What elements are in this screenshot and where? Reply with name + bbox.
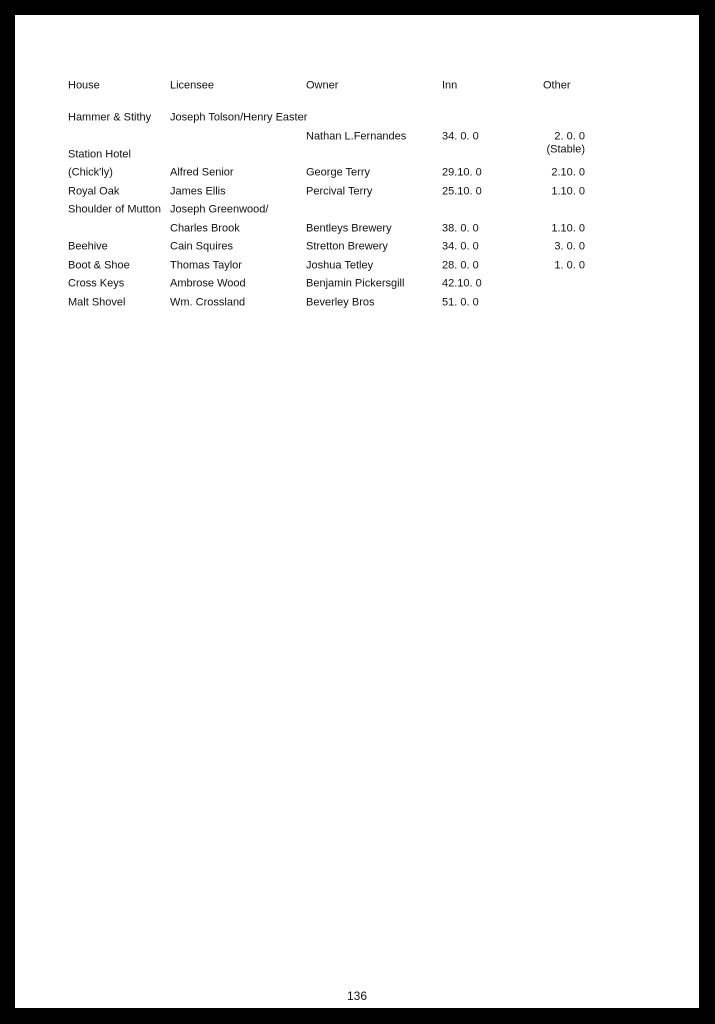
- cell-licensee: Thomas Taylor: [170, 259, 242, 272]
- cell-licensee: Charles Brook: [170, 222, 240, 235]
- cell-other: 2. 0. 0: [554, 130, 585, 143]
- cell-owner: Nathan L.Fernandes: [306, 130, 407, 143]
- cell-inn: 28. 0. 0: [442, 259, 479, 272]
- cell-house: Cross Keys: [68, 277, 125, 290]
- cell-house: Hammer & Stithy: [68, 111, 152, 124]
- cell-owner: George Terry: [306, 166, 370, 179]
- cell-licensee: Alfred Senior: [170, 166, 234, 179]
- cell-licensee: Wm. Crossland: [170, 296, 246, 309]
- cell-licensee: James Ellis: [170, 185, 226, 198]
- cell-owner: Percival Terry: [306, 185, 373, 198]
- document-page: House Licensee Owner Inn Other Hammer & …: [15, 15, 699, 1008]
- header-inn: Inn: [442, 79, 458, 92]
- cell-licensee: Cain Squires: [170, 240, 233, 253]
- cell-other: 3. 0. 0: [554, 240, 585, 253]
- cell-other: (Stable): [546, 143, 585, 156]
- cell-owner: Beverley Bros: [306, 296, 375, 309]
- cell-owner: Stretton Brewery: [306, 240, 388, 253]
- cell-licensee: Ambrose Wood: [170, 277, 246, 290]
- cell-inn: 38. 0. 0: [442, 222, 479, 235]
- cell-other: 1.10. 0: [551, 222, 585, 235]
- cell-house: Boot & Shoe: [68, 259, 130, 272]
- cell-other: 1.10. 0: [551, 185, 585, 198]
- cell-licensee: Joseph Greenwood/: [170, 203, 269, 216]
- header-other: Other: [543, 79, 571, 92]
- cell-other: 2.10. 0: [551, 166, 585, 179]
- header-house: House: [68, 79, 100, 92]
- page-number: 136: [346, 989, 368, 1003]
- cell-inn: 42.10. 0: [442, 277, 482, 290]
- cell-licensee: Joseph Tolson/Henry Easter: [170, 111, 308, 124]
- cell-owner: Joshua Tetley: [306, 259, 374, 272]
- cell-inn: 51. 0. 0: [442, 296, 479, 309]
- cell-owner: Bentleys Brewery: [306, 222, 392, 235]
- cell-inn: 34. 0. 0: [442, 240, 479, 253]
- cell-inn: 25.10. 0: [442, 185, 482, 198]
- cell-inn: 29.10. 0: [442, 166, 482, 179]
- header-owner: Owner: [306, 79, 339, 92]
- header-licensee: Licensee: [170, 79, 215, 92]
- cell-house: Station Hotel: [68, 148, 131, 161]
- cell-house: Royal Oak: [68, 185, 120, 198]
- cell-house: Shoulder of Mutton: [68, 203, 161, 216]
- cell-owner: Benjamin Pickersgill: [306, 277, 405, 290]
- cell-inn: 34. 0. 0: [442, 130, 479, 143]
- cell-house: Malt Shovel: [68, 296, 126, 309]
- cell-house: Beehive: [68, 240, 108, 253]
- cell-house: (Chick'ly): [68, 166, 113, 179]
- cell-other: 1. 0. 0: [554, 259, 585, 272]
